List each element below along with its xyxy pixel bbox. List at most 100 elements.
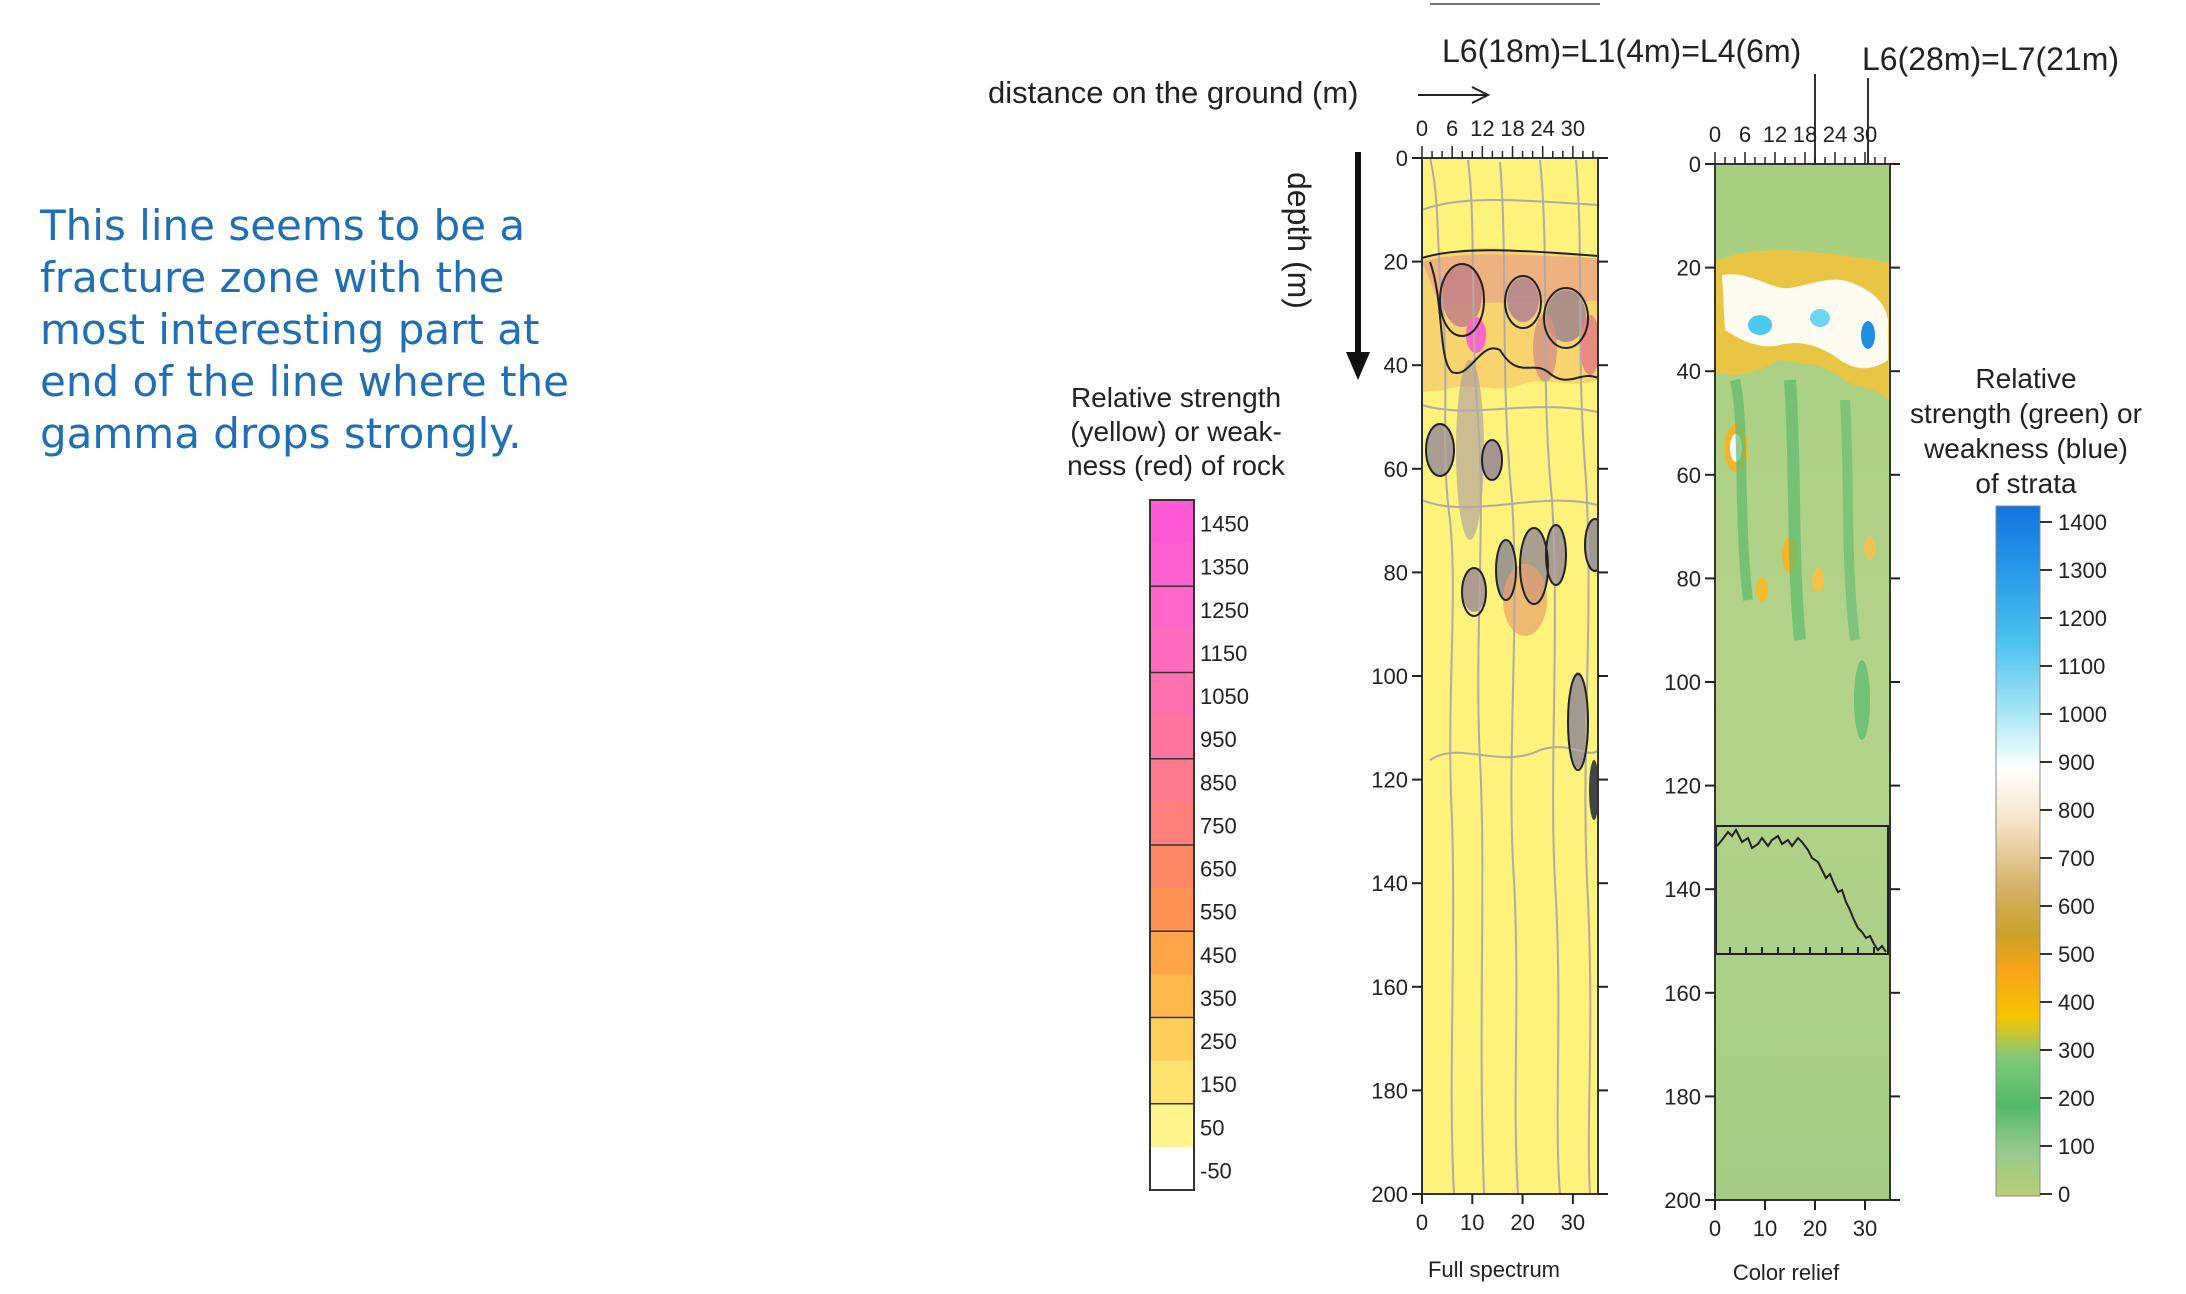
left-legend-label: 350: [1200, 986, 1237, 1011]
right-legend-label: 100: [2058, 1134, 2095, 1159]
left-legend-title-line: ness (red) of rock: [1067, 450, 1286, 481]
right-legend-labels: 1400130012001100100090080070060050040030…: [2040, 510, 2107, 1207]
color-relief-title: Color relief: [1733, 1260, 1840, 1285]
color-relief-depth-tick-label: 180: [1664, 1084, 1701, 1109]
full-spectrum-contours: [1422, 158, 1598, 1194]
right-legend-label: 700: [2058, 846, 2095, 871]
distance-axis-label: distance on the ground (m): [988, 75, 1359, 110]
right-legend-label: 800: [2058, 798, 2095, 823]
left-legend-swatch: [1150, 758, 1194, 803]
full-spectrum-depth-tick-label: 140: [1371, 871, 1408, 896]
full-spectrum-depth-tick-label: 200: [1371, 1182, 1408, 1207]
full-spectrum-depth-tick-label: 180: [1371, 1078, 1408, 1103]
right-legend-label: 1300: [2058, 558, 2107, 583]
note-line: most interesting part at: [40, 305, 540, 354]
right-legend-label: 600: [2058, 894, 2095, 919]
left-legend-swatch: [1150, 845, 1194, 889]
full-spectrum-top-tick-label: 0: [1416, 116, 1428, 141]
full-spectrum-depth-tick-label: 40: [1384, 353, 1408, 378]
full-spectrum-title: Full spectrum: [1428, 1257, 1560, 1282]
color-relief-depth-tick-label: 40: [1677, 359, 1701, 384]
right-legend-label: 200: [2058, 1086, 2095, 1111]
full-spectrum-depth-tick-label: 80: [1384, 560, 1408, 585]
left-legend-title-line: Relative strength: [1071, 382, 1281, 413]
left-legend-swatch: [1150, 629, 1194, 673]
depth-arrow-head: [1346, 352, 1370, 380]
full-spectrum-top-tick-label: 24: [1530, 116, 1554, 141]
left-legend: Relative strength (yellow) or weak- ness…: [1067, 382, 1286, 1191]
full-spectrum-panel: [1421, 157, 1599, 1195]
full-spectrum-bottom-tick-label: 10: [1460, 1210, 1484, 1235]
left-legend-swatch: [1150, 543, 1194, 587]
left-legend-label: 150: [1200, 1072, 1237, 1097]
right-legend-label: 1200: [2058, 606, 2107, 631]
color-relief-top-tick-label: 12: [1763, 122, 1787, 147]
left-legend-frame: [1149, 499, 1195, 1191]
annotation-left: L6(18m)=L1(4m)=L4(6m): [1442, 33, 1801, 69]
left-legend-label: 250: [1200, 1029, 1237, 1054]
left-legend-label: 1150: [1200, 641, 1247, 666]
left-legend-label: 650: [1200, 857, 1237, 882]
color-relief-depth-tick-label: 60: [1677, 463, 1701, 488]
color-relief-depth-tick-label: 80: [1677, 566, 1701, 591]
left-legend-label: 750: [1200, 813, 1237, 838]
left-legend-labels: 1450 1350 1250 1150 1050 950 850 750 650 550 450 35…: [1200, 512, 1249, 1184]
note-line: This line seems to be a: [40, 201, 526, 250]
color-relief-depth-tick-label: 160: [1664, 981, 1701, 1006]
color-relief-depth-tick-label: 140: [1664, 877, 1701, 902]
left-legend-title-line: (yellow) or weak-: [1070, 416, 1282, 447]
color-relief-top-tick-label: 24: [1823, 122, 1847, 147]
left-legend-label: 450: [1200, 943, 1237, 968]
right-legend-label: 500: [2058, 942, 2095, 967]
distance-arrow-head: [1471, 86, 1491, 104]
annotation-right: L6(28m)=L7(21m): [1862, 41, 2119, 77]
color-relief-top-tick-label: 18: [1793, 122, 1817, 147]
full-spectrum-bottom-tick-label: 0: [1416, 1210, 1428, 1235]
color-relief-bottom-tick-label: 20: [1803, 1216, 1827, 1241]
color-relief-top-tick-label: 30: [1853, 122, 1877, 147]
color-relief-bottom-tick-label: 0: [1709, 1216, 1721, 1241]
right-legend-title-line: strength (green) or: [1910, 398, 2142, 429]
left-legend-colorbar: [1149, 499, 1195, 1191]
left-legend-label: 950: [1200, 727, 1237, 752]
color-relief-bottom-tick-label: 10: [1753, 1216, 1777, 1241]
left-legend-swatch: [1150, 672, 1194, 717]
left-legend-label: 850: [1200, 770, 1237, 795]
color-relief-bottom-tick-label: 30: [1853, 1216, 1877, 1241]
full-spectrum-depth-tick-label: 100: [1371, 664, 1408, 689]
right-legend-label: 1400: [2058, 510, 2107, 535]
color-relief-depth-tick-label: 0: [1689, 152, 1701, 177]
right-legend-label: 0: [2058, 1182, 2070, 1207]
left-legend-swatch: [1150, 974, 1194, 1018]
left-legend-label: -50: [1200, 1158, 1232, 1183]
right-legend: Relative strength (green) or weakness (b…: [1910, 363, 2142, 1207]
left-legend-label: 1250: [1200, 598, 1249, 623]
left-legend-label: 1050: [1200, 684, 1249, 709]
note-line: fracture zone with the: [40, 253, 505, 302]
right-legend-label: 400: [2058, 990, 2095, 1015]
right-legend-label: 900: [2058, 750, 2095, 775]
right-legend-label: 1000: [2058, 702, 2107, 727]
right-legend-title-line: weakness (blue): [1923, 433, 2128, 464]
color-relief-top-tick-label: 6: [1739, 122, 1751, 147]
full-spectrum-depth-tick-label: 60: [1384, 457, 1408, 482]
left-legend-label: 1350: [1200, 555, 1249, 580]
full-spectrum-bottom-tick-label: 30: [1561, 1210, 1585, 1235]
full-spectrum-top-tick-label: 12: [1470, 116, 1494, 141]
full-spectrum-top-tick-label: 18: [1500, 116, 1524, 141]
left-legend-label: 1450: [1200, 512, 1249, 537]
right-legend-label: 1100: [2058, 654, 2105, 679]
color-relief-top-tick-label: 0: [1709, 122, 1721, 147]
left-legend-swatch: [1150, 1146, 1194, 1191]
full-spectrum-depth-tick-label: 160: [1371, 975, 1408, 1000]
gamma-inset-ticks: [1729, 947, 1875, 954]
left-legend-swatch: [1150, 586, 1194, 630]
full-spectrum-top-tick-label: 30: [1561, 116, 1585, 141]
color-relief-panel: [1714, 163, 1891, 1201]
full-spectrum-depth-tick-label: 0: [1396, 146, 1408, 171]
color-relief-anomalies: [1715, 250, 1890, 740]
right-legend-title-line: Relative: [1975, 363, 2076, 394]
